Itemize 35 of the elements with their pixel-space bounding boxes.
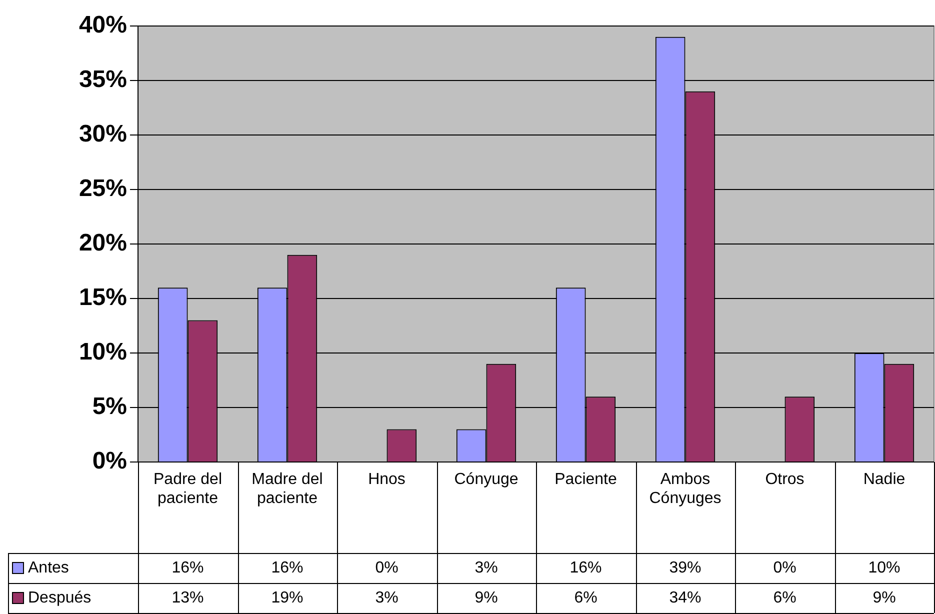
y-tick-label: 40% bbox=[78, 12, 127, 39]
data-label: 16% bbox=[271, 559, 304, 576]
data-label: 39% bbox=[669, 559, 702, 576]
x-tick-label: Paciente bbox=[554, 471, 617, 488]
y-tick-label: 15% bbox=[78, 284, 127, 312]
x-tick-label: Madre del paciente bbox=[252, 471, 323, 508]
data-label: 0% bbox=[375, 559, 398, 576]
x-tick-label: Ambos Cónyuges bbox=[649, 471, 722, 508]
data-label: 6% bbox=[574, 589, 598, 606]
y-tick-label: 20% bbox=[78, 230, 127, 257]
y-tick-label: 25% bbox=[78, 175, 127, 202]
x-tick-label: Hnos bbox=[368, 471, 406, 488]
y-tick-label: 30% bbox=[78, 120, 127, 148]
data-label: 19% bbox=[271, 589, 304, 606]
x-tick-label: Cónyuge bbox=[454, 471, 518, 488]
data-label: 3% bbox=[375, 589, 398, 606]
data-label: 9% bbox=[872, 589, 896, 606]
data-label: 16% bbox=[570, 559, 602, 576]
y-tick-label: 5% bbox=[92, 393, 127, 420]
legend-label: Antes bbox=[28, 559, 69, 576]
y-tick-label: 0% bbox=[92, 448, 127, 475]
data-label: 13% bbox=[172, 589, 204, 606]
data-label: 10% bbox=[868, 559, 900, 576]
x-tick-label: Nadie bbox=[863, 471, 906, 488]
data-label: 3% bbox=[474, 559, 498, 576]
legend-label: Después bbox=[28, 589, 92, 606]
y-tick-label: 10% bbox=[78, 338, 127, 366]
data-label: 6% bbox=[773, 589, 796, 606]
x-tick-label: Padre del paciente bbox=[154, 471, 222, 508]
data-label: 34% bbox=[669, 589, 702, 606]
y-tick-label: 35% bbox=[78, 66, 127, 94]
data-label: 9% bbox=[474, 589, 498, 606]
data-label: 0% bbox=[773, 559, 796, 576]
data-label: 16% bbox=[172, 559, 204, 576]
x-tick-label: Otros bbox=[765, 471, 804, 488]
